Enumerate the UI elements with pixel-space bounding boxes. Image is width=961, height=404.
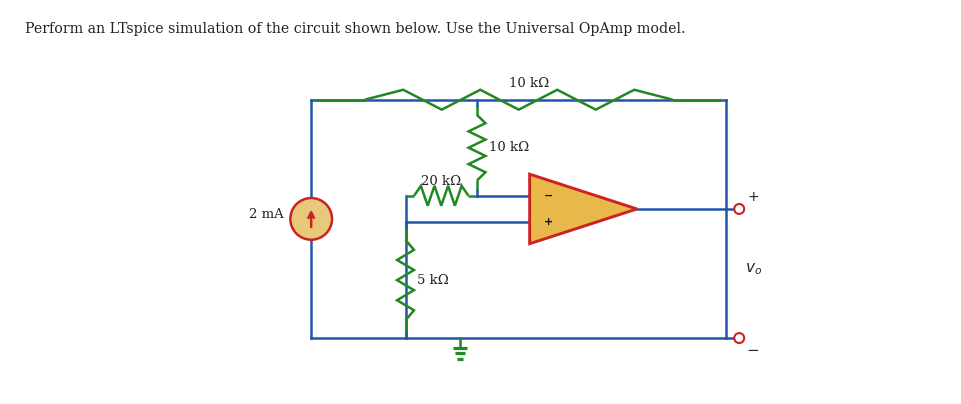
Text: 10 kΩ: 10 kΩ [508,77,548,90]
Circle shape [733,204,744,214]
Polygon shape [530,174,636,244]
Text: 10 kΩ: 10 kΩ [488,141,529,154]
Text: −: − [544,191,554,201]
Text: −: − [746,343,758,358]
Text: +: + [747,190,758,204]
Text: $v_o$: $v_o$ [744,262,761,278]
Text: 5 kΩ: 5 kΩ [417,274,449,286]
Text: +: + [544,217,553,227]
Circle shape [733,333,744,343]
Text: 2 mA: 2 mA [248,208,283,221]
Text: Perform an LTspice simulation of the circuit shown below. Use the Universal OpAm: Perform an LTspice simulation of the cir… [25,22,685,36]
Circle shape [290,198,332,240]
Text: 20 kΩ: 20 kΩ [421,175,461,188]
